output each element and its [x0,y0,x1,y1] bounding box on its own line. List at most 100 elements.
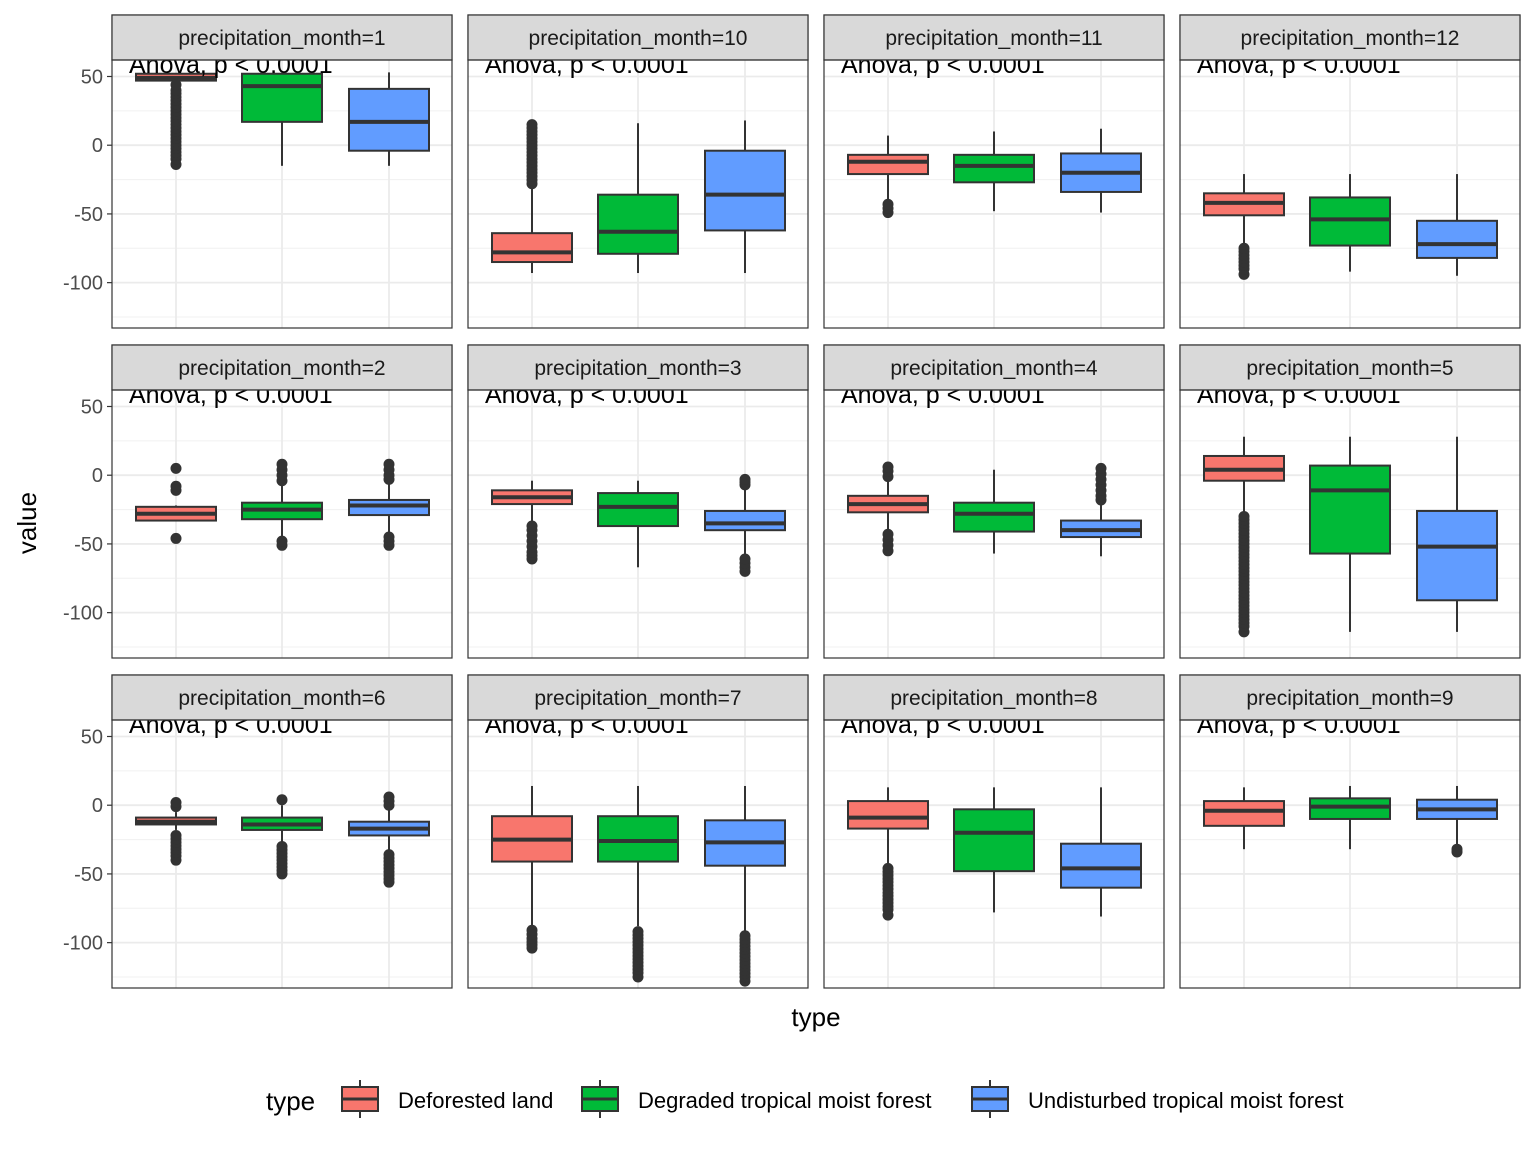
boxplot-group [491,480,573,565]
box [704,149,786,232]
box [953,808,1035,873]
boxplot-group [847,461,929,557]
panel-border [467,59,809,329]
facet-strip-label-overlay: precipitation_month=12 [1241,27,1460,50]
boxplot-group [135,796,217,866]
box [597,815,679,863]
boxplot-group [597,480,679,568]
panel-border [111,719,453,989]
outlier-point [383,849,395,861]
facet-strip-label-overlay: precipitation_month=11 [885,27,1102,50]
boxplot-group [953,787,1035,913]
boxplot-group [491,119,573,274]
box [847,800,929,830]
box [241,72,323,123]
facet-strip-overlay [823,344,1165,391]
boxplot-group [953,131,1035,212]
outlier-point [526,119,538,131]
y-tick-label: -50 [74,864,103,886]
facet-strip-label-overlay: precipitation_month=1 [178,27,385,50]
y-tick-label: 50 [81,726,103,748]
facet-strip-label-overlay: precipitation_month=9 [1246,687,1453,710]
facet-strip-label-overlay: precipitation_month=4 [890,357,1098,380]
box [1309,464,1391,555]
facet-strip-label-overlay: precipitation_month=3 [534,357,741,380]
y-tick-label: 50 [81,66,103,88]
outlier-point [170,532,182,544]
box [1416,219,1498,259]
legend: type Deforested land Degraded tropical mo… [266,1080,1343,1118]
box [348,87,430,152]
panel-border [823,59,1165,329]
outlier-point [276,794,288,806]
boxplot-group [241,458,323,551]
boxplot-group [1203,436,1285,638]
boxplot-group [1060,462,1142,557]
outlier-point [170,796,182,808]
outlier-point [170,462,182,474]
box [704,509,786,532]
legend-item-label: Degraded tropical moist forest [638,1088,931,1113]
outlier-point [276,458,288,470]
panel-border [823,389,1165,659]
facet-strip-label-overlay: precipitation_month=5 [1246,357,1453,380]
y-axis-title: value [12,492,42,554]
outlier-point [276,535,288,547]
box [1309,797,1391,820]
outlier-point [632,926,644,938]
outlier-point [739,930,751,942]
boxplot-group [1203,787,1285,850]
boxplot-group [597,785,679,983]
boxplot-group [348,458,430,551]
facet-strip-overlay [823,14,1165,61]
facet-strip-overlay [823,674,1165,721]
outlier-point [170,829,182,841]
outlier-point [170,79,182,91]
boxplot-group [1203,174,1285,280]
boxplot-group [1309,436,1391,632]
boxplot-group [1416,174,1498,276]
outlier-point [1095,462,1107,474]
box [491,232,573,264]
outlier-point [276,840,288,852]
box [953,153,1035,184]
legend-title: type [266,1086,315,1116]
panel-border [111,59,453,329]
boxplot-group [1060,787,1142,917]
boxplot-group [704,120,786,274]
outlier-point [882,198,894,210]
legend-item: Degraded tropical moist forest [581,1080,931,1118]
box [1309,196,1391,247]
boxplot-group [1416,785,1498,858]
box [348,498,430,517]
outlier-point [170,480,182,492]
panel-border [1179,719,1521,989]
facet-strip-overlay [467,674,809,721]
box [847,153,929,176]
outlier-point [1451,843,1463,855]
facet-panel: precipitation_month=9Anova, p < 0.0001pr… [1179,674,1521,989]
facet-strip-overlay [467,344,809,391]
facet-strip-label-overlay: precipitation_month=2 [178,357,385,380]
facet-strip-label-overlay: precipitation_month=6 [178,687,385,710]
boxplot-group [847,787,929,921]
facet-strip-overlay [111,344,453,391]
legend-item: Deforested land [341,1080,553,1118]
boxplot-group [1309,785,1391,850]
box [1416,509,1498,602]
boxplot-group [135,72,217,170]
y-tick-label: -100 [63,603,103,625]
box [953,501,1035,533]
outlier-point [383,791,395,803]
facet-strip-overlay [467,14,809,61]
